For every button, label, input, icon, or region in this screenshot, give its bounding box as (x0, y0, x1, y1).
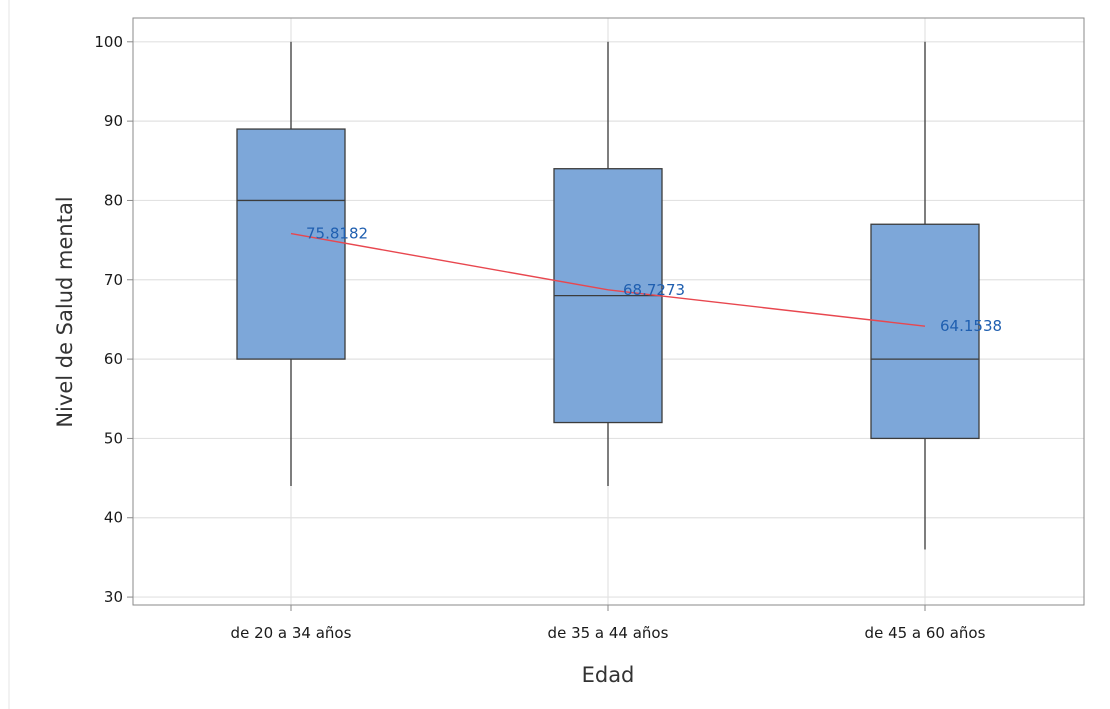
y-tick-label: 40 (104, 509, 123, 527)
mean-connect-line: 75.8182 68.7273 64.1538 (290, 225, 1002, 335)
box-plots (236, 41, 980, 550)
x-tick-label: de 35 a 44 años (548, 624, 669, 642)
y-tick-label: 80 (104, 191, 123, 209)
iqr-box (870, 223, 980, 440)
x-axis-title: Edad (582, 663, 635, 687)
y-tick-label: 70 (104, 271, 123, 289)
mean-data-label: 75.8182 (306, 225, 368, 243)
x-tick-label: de 45 a 60 años (865, 624, 986, 642)
box-group (553, 41, 663, 487)
y-tick-label: 30 (104, 588, 123, 606)
mean-line (290, 232, 926, 327)
y-axis-title: Nivel de Salud mental (53, 196, 77, 427)
mean-data-label: 64.1538 (940, 317, 1002, 335)
box-group (236, 41, 346, 487)
mean-data-label: 68.7273 (623, 281, 685, 299)
y-tick-label: 90 (104, 112, 123, 130)
axes: 30 40 50 60 70 80 90 100 de 20 a 34 años de 35 a … (94, 33, 985, 642)
iqr-box (236, 128, 346, 360)
box-group (870, 41, 980, 550)
y-tick-label: 100 (94, 33, 123, 51)
y-tick-label: 50 (104, 429, 123, 447)
y-tick-label: 60 (104, 350, 123, 368)
x-tick-label: de 20 a 34 años (231, 624, 352, 642)
